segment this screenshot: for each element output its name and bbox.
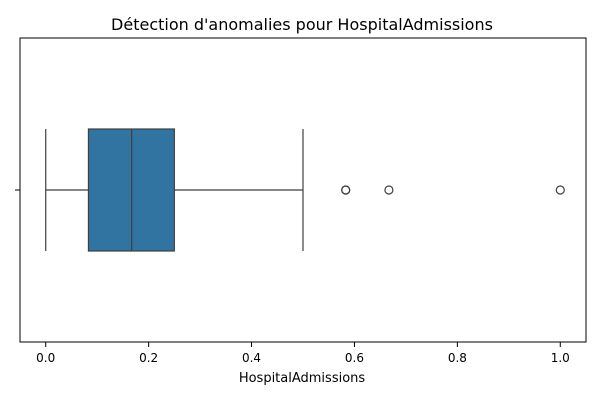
outlier-point bbox=[341, 185, 351, 195]
x-tick-label: 0.0 bbox=[36, 351, 55, 365]
chart-title: Détection d'anomalies pour HospitalAdmis… bbox=[111, 15, 493, 34]
x-tick-label: 0.4 bbox=[242, 351, 261, 365]
box-group bbox=[45, 128, 304, 252]
x-axis-ticks: 0.0 0.2 0.4 0.6 0.8 1.0 bbox=[36, 342, 570, 365]
x-tick-label: 0.2 bbox=[139, 351, 158, 365]
outlier-group bbox=[341, 185, 565, 195]
x-tick-label: 1.0 bbox=[551, 351, 570, 365]
x-axis-label: HospitalAdmissions bbox=[239, 371, 366, 386]
outlier-point bbox=[384, 185, 394, 195]
outlier-point bbox=[555, 185, 565, 195]
x-tick-label: 0.6 bbox=[345, 351, 364, 365]
x-tick-label: 0.8 bbox=[448, 351, 467, 365]
